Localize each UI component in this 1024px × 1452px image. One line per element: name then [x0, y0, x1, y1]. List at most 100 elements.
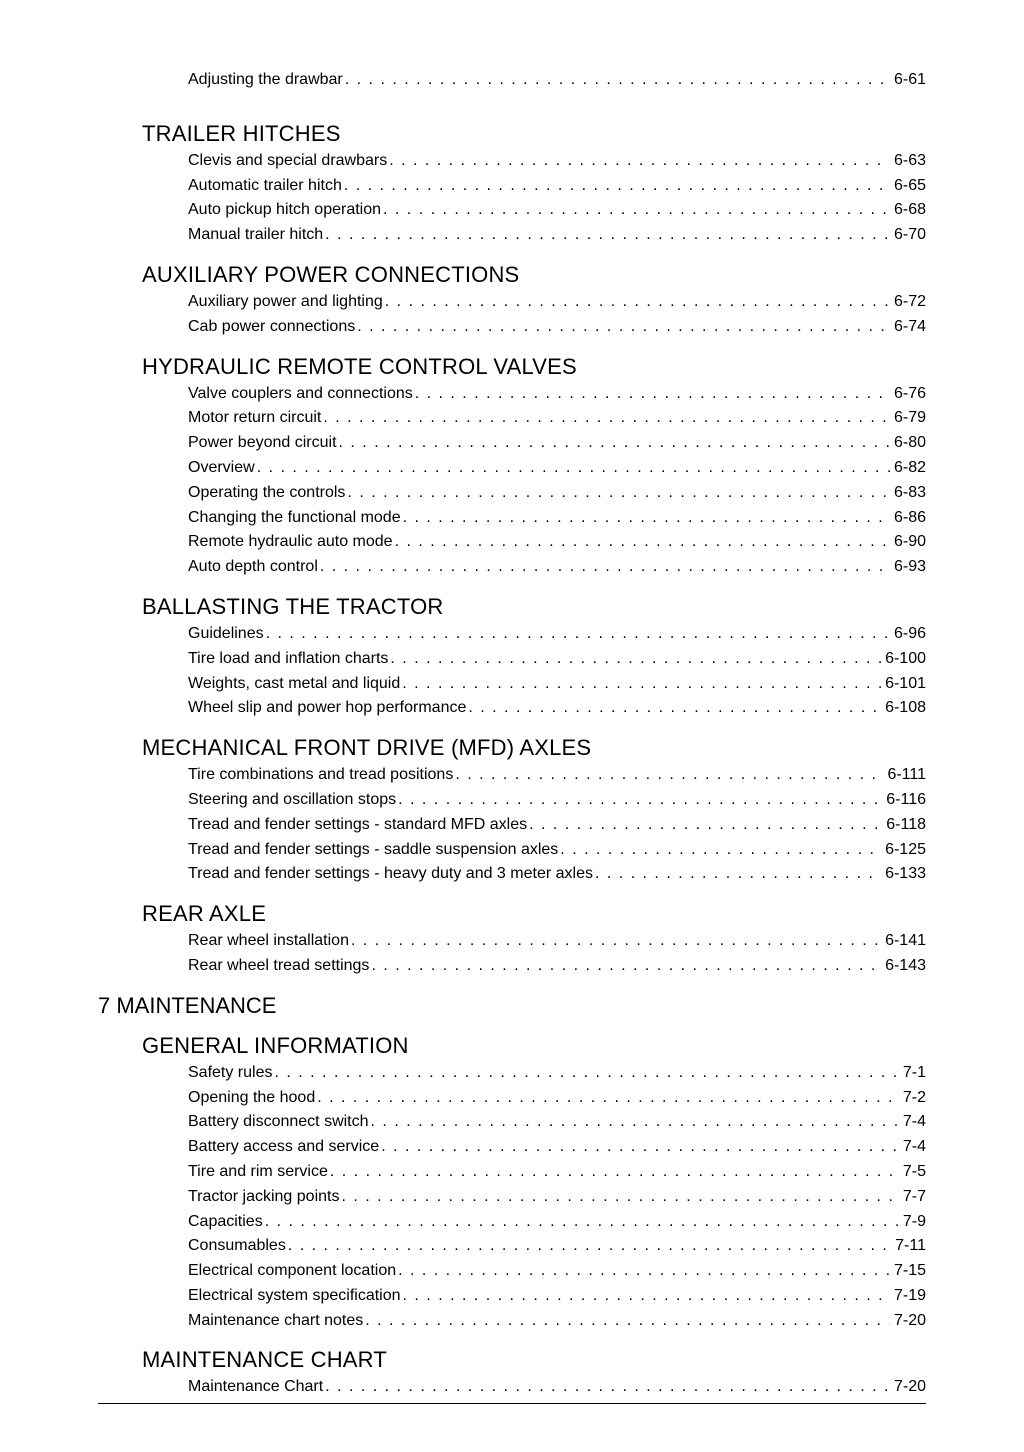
- toc-entry: Valve couplers and connections 6-76: [98, 382, 926, 407]
- toc-entry: Remote hydraulic auto mode6-90: [98, 530, 926, 555]
- toc-entry-page: 6-72: [890, 290, 926, 315]
- toc-entry-label: Manual trailer hitch: [188, 223, 323, 248]
- toc-leader-dots: [381, 198, 890, 223]
- toc-entry: Automatic trailer hitch6-65: [98, 174, 926, 199]
- toc-entry-page: 6-116: [882, 788, 926, 813]
- toc-entry: Battery disconnect switch7-4: [98, 1110, 926, 1135]
- toc-leader-dots: [400, 672, 881, 697]
- toc-entry-page: 7-5: [899, 1160, 926, 1185]
- toc-entry-label: Maintenance Chart: [188, 1375, 323, 1400]
- toc-leader-dots: [453, 763, 883, 788]
- toc-entry-page: 6-61: [890, 68, 926, 93]
- toc-entry-page: 6-65: [890, 174, 926, 199]
- toc-leader-dots: [328, 1160, 899, 1185]
- toc-entry: Maintenance Chart 7-20: [98, 1375, 926, 1400]
- toc-leader-dots: [396, 1259, 890, 1284]
- toc-leader-dots: [337, 431, 890, 456]
- toc-entry-page: 6-63: [890, 149, 926, 174]
- toc-entry-page: 6-68: [890, 198, 926, 223]
- toc-entry-page: 6-141: [881, 929, 926, 954]
- toc-chapter-title: 7 MAINTENANCE: [98, 993, 926, 1019]
- toc-entry-label: Power beyond circuit: [188, 431, 337, 456]
- toc-leader-dots: [466, 696, 881, 721]
- toc-leader-dots: [413, 382, 890, 407]
- toc-leader-dots: [387, 149, 890, 174]
- toc-leader-dots: [323, 1375, 890, 1400]
- toc-leader-dots: [255, 456, 890, 481]
- toc-section-title: REAR AXLE: [98, 901, 926, 927]
- toc-entry: Maintenance chart notes7-20: [98, 1309, 926, 1334]
- toc-entry: Tread and fender settings - heavy duty a…: [98, 862, 926, 887]
- toc-entry-page: 7-15: [890, 1259, 926, 1284]
- toc-entry-label: Maintenance chart notes: [188, 1309, 363, 1334]
- toc-entry: Manual trailer hitch6-70: [98, 223, 926, 248]
- toc-entry-label: Valve couplers and connections: [188, 382, 413, 407]
- toc-entry-page: 7-9: [899, 1210, 926, 1235]
- toc-leader-dots: [393, 530, 890, 555]
- toc-leader-dots: [369, 1110, 899, 1135]
- toc-leader-dots: [318, 555, 890, 580]
- toc-entry: Rear wheel tread settings6-143: [98, 954, 926, 979]
- toc-leader-dots: [263, 1210, 899, 1235]
- toc-entry: Auxiliary power and lighting6-72: [98, 290, 926, 315]
- toc-entry: Motor return circuit 6-79: [98, 406, 926, 431]
- toc-entry-label: Wheel slip and power hop performance: [188, 696, 466, 721]
- toc-section-title: MECHANICAL FRONT DRIVE (MFD) AXLES: [98, 735, 926, 761]
- toc-leader-dots: [349, 929, 881, 954]
- toc-entry-page: 6-76: [890, 382, 926, 407]
- toc-entry: Rear wheel installation 6-141: [98, 929, 926, 954]
- toc-entry-page: 6-74: [890, 315, 926, 340]
- toc-entry: Tire load and inflation charts6-100: [98, 647, 926, 672]
- toc-leader-dots: [272, 1061, 898, 1086]
- toc-entry: Tractor jacking points7-7: [98, 1185, 926, 1210]
- toc-entry-label: Auto pickup hitch operation: [188, 198, 381, 223]
- toc-entry-page: 7-20: [890, 1375, 926, 1400]
- toc-entry-label: Tire combinations and tread positions: [188, 763, 453, 788]
- toc-leader-dots: [345, 481, 890, 506]
- toc-leader-dots: [379, 1135, 899, 1160]
- toc-entry: Electrical system specification7-19: [98, 1284, 926, 1309]
- toc-entry-label: Remote hydraulic auto mode: [188, 530, 393, 555]
- toc-entry-label: Tire and rim service: [188, 1160, 328, 1185]
- toc-entry-page: 6-96: [890, 622, 926, 647]
- toc-entry-page: 6-125: [881, 838, 926, 863]
- toc-leader-dots: [383, 290, 890, 315]
- toc-entry-label: Guidelines: [188, 622, 264, 647]
- toc-leader-dots: [401, 506, 890, 531]
- toc-leader-dots: [593, 862, 881, 887]
- toc-entry-label: Weights, cast metal and liquid: [188, 672, 400, 697]
- toc-entry: Overview6-82: [98, 456, 926, 481]
- toc-entry-page: 6-79: [890, 406, 926, 431]
- toc-entry-label: Auto depth control: [188, 555, 318, 580]
- toc-entry: Cab power connections 6-74: [98, 315, 926, 340]
- toc-entry: Opening the hood7-2: [98, 1086, 926, 1111]
- toc-entry: Tire combinations and tread positions6-1…: [98, 763, 926, 788]
- toc-entry-label: Rear wheel installation: [188, 929, 349, 954]
- toc-entry-label: Opening the hood: [188, 1086, 315, 1111]
- toc-entry-label: Battery access and service: [188, 1135, 379, 1160]
- toc-entry: Auto depth control 6-93: [98, 555, 926, 580]
- toc-entry: Capacities 7-9: [98, 1210, 926, 1235]
- toc-entry-label: Capacities: [188, 1210, 263, 1235]
- toc-leader-dots: [558, 838, 881, 863]
- toc-entry-label: Cab power connections: [188, 315, 355, 340]
- toc-entry: Steering and oscillation stops 6-116: [98, 788, 926, 813]
- toc-entry-page: 6-108: [881, 696, 926, 721]
- toc-leader-dots: [343, 68, 890, 93]
- toc-entry-label: Motor return circuit: [188, 406, 321, 431]
- toc-entry-page: 7-1: [899, 1061, 926, 1086]
- toc-entry-page: 6-93: [890, 555, 926, 580]
- toc-entry-label: Tread and fender settings - saddle suspe…: [188, 838, 558, 863]
- toc-entry-label: Tire load and inflation charts: [188, 647, 388, 672]
- toc-entry-page: 7-4: [899, 1110, 926, 1135]
- toc-entry: Changing the functional mode6-86: [98, 506, 926, 531]
- toc-page: Adjusting the drawbar 6-61 TRAILER HITCH…: [0, 0, 1024, 1452]
- toc-leader-dots: [323, 223, 890, 248]
- toc-entry-page: 6-118: [882, 813, 926, 838]
- toc-entry: Electrical component location7-15: [98, 1259, 926, 1284]
- toc-entry-page: 6-82: [890, 456, 926, 481]
- toc-leader-dots: [315, 1086, 899, 1111]
- toc-section-title: AUXILIARY POWER CONNECTIONS: [98, 262, 926, 288]
- toc-leader-dots: [363, 1309, 890, 1334]
- toc-entry-label: Steering and oscillation stops: [188, 788, 396, 813]
